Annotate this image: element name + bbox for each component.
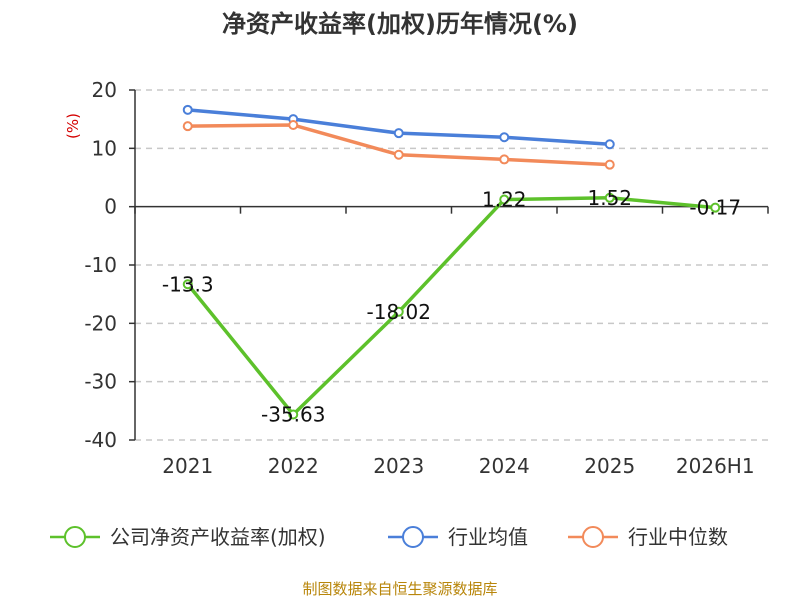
series-1 — [182, 104, 615, 150]
data-label: -18.02 — [367, 300, 431, 324]
legend-swatch-marker — [402, 526, 424, 548]
data-point — [499, 194, 510, 205]
grid — [135, 89, 768, 441]
legend-item[interactable]: 行业中位数 — [568, 525, 728, 549]
y-tick-label: -10 — [84, 253, 117, 277]
y-tick-label: -20 — [84, 311, 117, 335]
y-tick-label: 10 — [92, 136, 117, 160]
data-point — [499, 154, 510, 165]
legend-label: 行业均值 — [448, 525, 528, 549]
data-label: -35.63 — [261, 403, 325, 427]
data-point — [288, 409, 299, 420]
data-labels: -13.3 -35.63 -18.02 1.22 1.52 -0.17 — [162, 186, 741, 427]
x-tick-label: 2025 — [584, 454, 635, 478]
series — [182, 104, 721, 420]
y-tick-label: -30 — [84, 370, 117, 394]
data-point — [288, 120, 299, 130]
data-point — [393, 149, 404, 160]
axes: 20 10 0 -10 -20 -30 -40 2021 2022 2023 2024 2025 202… — [84, 78, 769, 478]
legend: 公司净资产收益率(加权) 行业均值 行业中位数 — [50, 525, 728, 549]
legend-item[interactable]: 公司净资产收益率(加权) — [50, 525, 326, 549]
data-point — [604, 159, 615, 170]
x-tick-label: 2021 — [162, 454, 213, 478]
legend-label: 行业中位数 — [628, 525, 728, 549]
data-label: 1.52 — [587, 186, 632, 210]
legend-item[interactable]: 行业均值 — [388, 525, 528, 549]
series-0 — [182, 192, 721, 420]
data-point — [499, 132, 510, 143]
data-point — [393, 306, 404, 317]
data-point — [393, 128, 404, 139]
legend-label: 公司净资产收益率(加权) — [110, 525, 326, 549]
y-tick-label: -40 — [84, 428, 117, 452]
y-tick-label: 0 — [104, 195, 117, 219]
series-line — [186, 196, 716, 417]
data-point — [182, 279, 193, 290]
data-label: -0.17 — [689, 196, 741, 220]
x-tick-label: 2022 — [268, 454, 319, 478]
x-tick-label: 2026H1 — [676, 454, 755, 478]
legend-swatch-marker — [64, 526, 86, 548]
chart-title: 净资产收益率(加权)历年情况(%) — [222, 10, 578, 38]
data-point — [604, 192, 615, 203]
data-label: -13.3 — [162, 272, 214, 296]
data-point — [182, 121, 193, 132]
data-point — [710, 202, 721, 213]
x-tick-label: 2023 — [373, 454, 424, 478]
data-point — [182, 104, 193, 115]
legend-swatch-marker — [582, 526, 604, 548]
y-tick-label: 20 — [92, 78, 117, 102]
data-label: 1.22 — [482, 188, 527, 212]
y-axis-label: (%) — [64, 113, 82, 139]
data-point — [604, 139, 615, 150]
source-note: 制图数据来自恒生聚源数据库 — [302, 580, 497, 598]
series-2 — [182, 120, 615, 170]
x-tick-label: 2024 — [479, 454, 530, 478]
